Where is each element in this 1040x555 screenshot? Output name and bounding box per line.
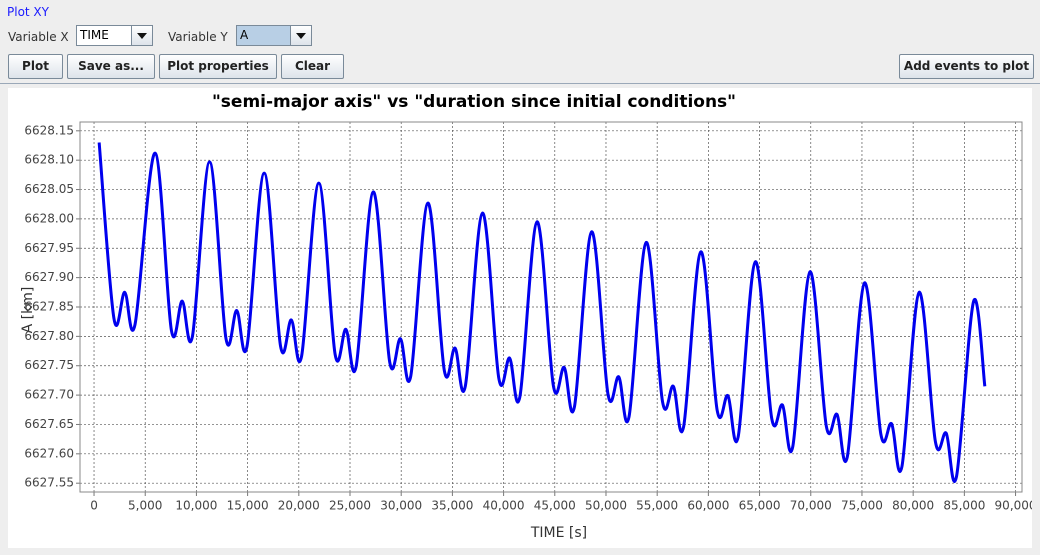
x-tick-label: 70,000 xyxy=(790,499,832,513)
y-tick-label: 6627.75 xyxy=(24,358,74,372)
x-axis-label: TIME [s] xyxy=(530,525,587,541)
variable-y-combo[interactable]: A xyxy=(236,25,312,46)
y-tick-label: 6628.15 xyxy=(24,123,74,137)
add-events-button[interactable]: Add events to plot xyxy=(899,54,1034,79)
variable-y-label: Variable Y xyxy=(168,30,228,44)
x-tick-label: 90,000 xyxy=(995,499,1032,513)
y-tick-label: 6627.60 xyxy=(24,446,74,460)
y-tick-label: 6627.80 xyxy=(24,329,74,343)
variable-x-combo[interactable]: TIME xyxy=(76,25,153,46)
x-tick-label: 80,000 xyxy=(892,499,934,513)
x-tick-label: 35,000 xyxy=(431,499,473,513)
plot-button[interactable]: Plot xyxy=(8,54,63,79)
y-tick-label: 6627.95 xyxy=(24,241,74,255)
panel-title: Plot XY xyxy=(7,5,49,19)
y-tick-label: 6627.70 xyxy=(24,388,74,402)
x-tick-label: 55,000 xyxy=(636,499,678,513)
x-tick-label: 0 xyxy=(90,499,98,513)
x-tick-label: 75,000 xyxy=(841,499,883,513)
data-line xyxy=(97,142,987,483)
chart-title: "semi-major axis" vs "duration since ini… xyxy=(212,92,736,112)
combo-value: TIME xyxy=(80,28,109,42)
y-tick-label: 6627.90 xyxy=(24,270,74,284)
chart-background xyxy=(8,88,1032,548)
combo-value: A xyxy=(240,28,249,42)
x-tick-label: 40,000 xyxy=(483,499,525,513)
x-tick-label: 65,000 xyxy=(739,499,781,513)
combo-arrow[interactable] xyxy=(131,26,152,45)
x-tick-label: 5,000 xyxy=(128,499,162,513)
x-tick-label: 10,000 xyxy=(175,499,217,513)
y-tick-label: 6628.00 xyxy=(24,211,74,225)
x-tick-label: 60,000 xyxy=(687,499,729,513)
y-tick-label: 6627.85 xyxy=(24,300,74,314)
x-tick-label: 15,000 xyxy=(227,499,269,513)
x-tick-label: 30,000 xyxy=(380,499,422,513)
plot-properties-button[interactable]: Plot properties xyxy=(159,54,277,79)
y-tick-label: 6627.65 xyxy=(24,417,74,431)
variable-x-label: Variable X xyxy=(8,30,69,44)
x-tick-label: 25,000 xyxy=(329,499,371,513)
x-tick-label: 20,000 xyxy=(278,499,320,513)
plot-frame xyxy=(79,121,1023,493)
y-tick-label: 6627.55 xyxy=(24,476,74,490)
y-axis-label: A [km] xyxy=(20,287,36,334)
save-as-button[interactable]: Save as... xyxy=(67,54,155,79)
y-tick-label: 6628.10 xyxy=(24,153,74,167)
x-tick-label: 45,000 xyxy=(534,499,576,513)
separator xyxy=(0,83,1040,84)
chart: "semi-major axis" vs "duration since ini… xyxy=(8,88,1032,548)
x-tick-label: 50,000 xyxy=(585,499,627,513)
clear-button[interactable]: Clear xyxy=(281,54,344,79)
combo-arrow[interactable] xyxy=(290,26,311,45)
x-tick-label: 85,000 xyxy=(943,499,985,513)
y-tick-label: 6628.05 xyxy=(24,182,74,196)
